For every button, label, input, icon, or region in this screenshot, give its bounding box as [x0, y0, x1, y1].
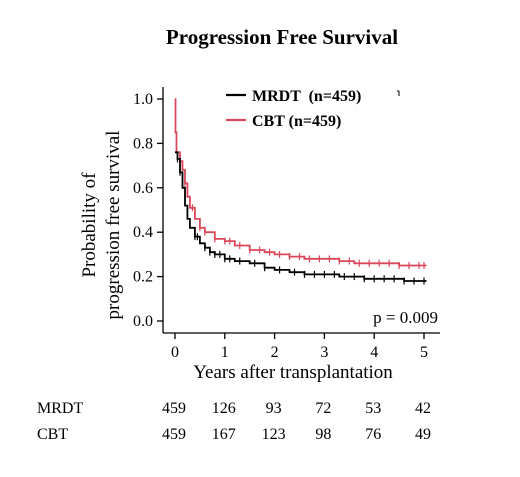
risk-row-label: CBT [37, 426, 68, 443]
y-axis-label-line-2: progression free survival [103, 131, 124, 320]
risk-count: 42 [415, 400, 431, 417]
x-ticks: 0 1 2 3 4 5 [171, 333, 428, 361]
risk-count: 72 [315, 400, 331, 417]
chart-title: Progression Free Survival [166, 25, 398, 49]
risk-table: MRDT 459 126 93 72 53 42 CBT 459 167 123 98 76 49 [37, 400, 431, 443]
survival-curves [174, 98, 427, 285]
risk-count: 76 [365, 426, 381, 443]
p-value-annotation: p = 0.009 [373, 308, 438, 327]
risk-count: 123 [262, 426, 286, 443]
y-tick-label: 0.2 [133, 269, 153, 286]
x-tick-label: 0 [171, 344, 179, 361]
x-tick-label: 2 [271, 344, 279, 361]
y-tick-label: 0.6 [133, 180, 153, 197]
risk-count: 167 [212, 426, 236, 443]
x-axis-label: Years after transplantation [193, 362, 393, 383]
risk-row-label: MRDT [37, 400, 83, 417]
x-tick-label: 1 [221, 344, 229, 361]
y-tick-label: 0.0 [133, 313, 153, 330]
x-tick-label: 4 [370, 344, 378, 361]
risk-count: 459 [162, 400, 186, 417]
y-ticks: 0.0 0.2 0.4 0.6 0.8 1.0 [133, 91, 163, 330]
risk-count: 459 [162, 426, 186, 443]
legend-label-cbt: CBT (n=459) [252, 113, 341, 130]
y-tick-label: 1.0 [133, 91, 153, 108]
risk-count: 53 [365, 400, 381, 417]
risk-count: 98 [315, 426, 331, 443]
risk-count: 93 [266, 400, 282, 417]
y-axis-label-line-1: Probability of [79, 172, 100, 278]
risk-count: 49 [415, 426, 431, 443]
x-tick-label: 3 [320, 344, 328, 361]
x-tick-label: 5 [420, 344, 428, 361]
risk-count: 126 [212, 400, 236, 417]
y-tick-label: 0.8 [133, 135, 153, 152]
legend: MRDT (n=459) CBT (n=459) [226, 88, 400, 130]
y-tick-label: 0.4 [133, 224, 153, 241]
y-axis-label: Probability of progression free survival [79, 131, 124, 320]
legend-label-mrdt: MRDT (n=459) [252, 88, 361, 105]
